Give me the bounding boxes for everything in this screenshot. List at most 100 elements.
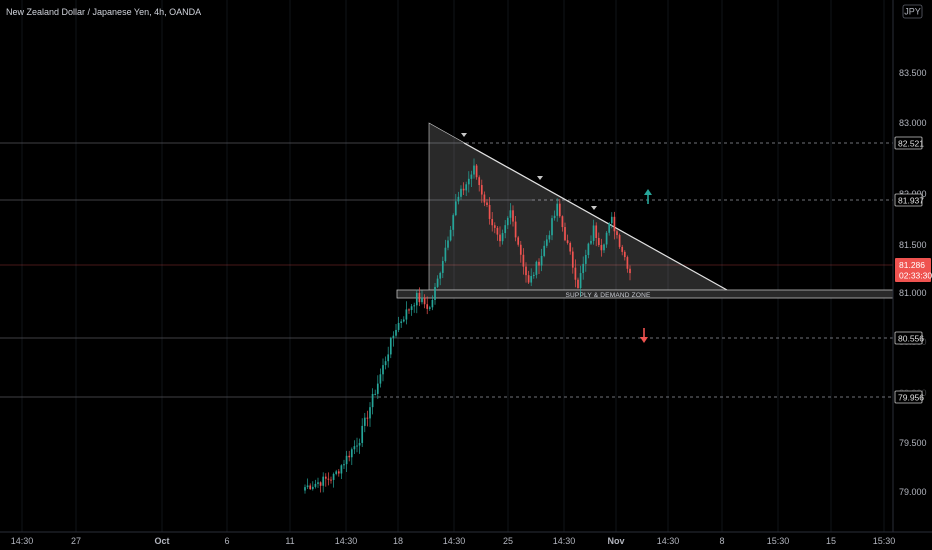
candle-body[interactable] bbox=[483, 194, 486, 203]
candle-body[interactable] bbox=[496, 227, 499, 235]
candle-body[interactable] bbox=[319, 482, 322, 486]
candle-body[interactable] bbox=[491, 218, 494, 226]
candle-body[interactable] bbox=[610, 216, 613, 224]
candle-body[interactable] bbox=[473, 165, 475, 175]
candle-body[interactable] bbox=[506, 217, 509, 226]
candle-body[interactable] bbox=[350, 449, 353, 458]
candle-body[interactable] bbox=[517, 237, 520, 245]
candle-body[interactable] bbox=[566, 240, 569, 243]
candle-body[interactable] bbox=[540, 255, 543, 266]
candle-body[interactable] bbox=[600, 245, 603, 251]
candle-body[interactable] bbox=[475, 165, 478, 178]
candle-body[interactable] bbox=[366, 417, 369, 419]
candle-body[interactable] bbox=[452, 215, 455, 230]
candle-body[interactable] bbox=[595, 225, 598, 238]
candle-body[interactable] bbox=[527, 275, 530, 283]
candle-body[interactable] bbox=[309, 485, 312, 490]
candle-body[interactable] bbox=[605, 232, 608, 245]
candle-body[interactable] bbox=[499, 234, 501, 242]
currency-badge[interactable] bbox=[902, 4, 923, 19]
candle-body[interactable] bbox=[340, 465, 343, 474]
candle-body[interactable] bbox=[577, 279, 579, 288]
candle-body[interactable] bbox=[626, 257, 629, 269]
candle-body[interactable] bbox=[389, 338, 392, 355]
candle-body[interactable] bbox=[613, 216, 616, 232]
candle-body[interactable] bbox=[512, 210, 514, 222]
candle-body[interactable] bbox=[343, 464, 345, 466]
candle-body[interactable] bbox=[558, 203, 561, 217]
candle-body[interactable] bbox=[587, 243, 590, 256]
candle-body[interactable] bbox=[465, 184, 468, 191]
candle-body[interactable] bbox=[447, 240, 449, 248]
candle-body[interactable] bbox=[543, 245, 546, 256]
candle-body[interactable] bbox=[317, 482, 319, 484]
candle-body[interactable] bbox=[493, 225, 496, 228]
candle-body[interactable] bbox=[592, 225, 595, 241]
triangle-trendline[interactable] bbox=[463, 142, 728, 291]
candle-body[interactable] bbox=[623, 251, 626, 258]
candle-body[interactable] bbox=[590, 240, 592, 244]
candle-body[interactable] bbox=[324, 476, 327, 479]
candle-body[interactable] bbox=[327, 478, 330, 480]
candle-body[interactable] bbox=[603, 244, 605, 251]
candle-body[interactable] bbox=[382, 365, 384, 375]
candle-body[interactable] bbox=[415, 292, 418, 306]
up-arrow[interactable] bbox=[644, 189, 652, 204]
candle-body[interactable] bbox=[618, 235, 621, 247]
candle-body[interactable] bbox=[460, 188, 462, 197]
candle-body[interactable] bbox=[597, 237, 600, 246]
candle-body[interactable] bbox=[551, 218, 553, 236]
candle-body[interactable] bbox=[525, 266, 527, 276]
candle-body[interactable] bbox=[428, 307, 431, 309]
candle-body[interactable] bbox=[530, 276, 533, 283]
candle-body[interactable] bbox=[400, 321, 403, 323]
candle-body[interactable] bbox=[314, 483, 317, 487]
candle-body[interactable] bbox=[582, 263, 585, 274]
candle-body[interactable] bbox=[579, 273, 582, 288]
candle-body[interactable] bbox=[454, 201, 457, 216]
candle-body[interactable] bbox=[509, 210, 512, 218]
candle-body[interactable] bbox=[564, 227, 566, 241]
candle-body[interactable] bbox=[467, 178, 470, 185]
current-price-tag[interactable]: 81.286 02:33:30 bbox=[895, 258, 932, 282]
candle-body[interactable] bbox=[363, 417, 366, 426]
candle-body[interactable] bbox=[353, 446, 356, 450]
candle-body[interactable] bbox=[569, 242, 572, 252]
candle-body[interactable] bbox=[426, 304, 429, 309]
candle-body[interactable] bbox=[376, 383, 379, 394]
candle-body[interactable] bbox=[470, 174, 473, 179]
candle-body[interactable] bbox=[522, 254, 525, 267]
candle-body[interactable] bbox=[439, 272, 442, 279]
candle-body[interactable] bbox=[397, 322, 400, 330]
candle-body[interactable] bbox=[358, 442, 361, 446]
candle-body[interactable] bbox=[556, 203, 559, 216]
candle-body[interactable] bbox=[413, 305, 416, 307]
symbol-title[interactable]: New Zealand Dollar / Japanese Yen, 4h, O… bbox=[6, 7, 201, 17]
candle-body[interactable] bbox=[304, 487, 306, 491]
candle-body[interactable] bbox=[311, 486, 314, 490]
candle-body[interactable] bbox=[621, 246, 624, 252]
candle-body[interactable] bbox=[441, 261, 444, 273]
candle-body[interactable] bbox=[369, 407, 371, 419]
candle-body[interactable] bbox=[486, 202, 488, 206]
price-tag-81937[interactable]: 81.937 bbox=[894, 193, 924, 207]
candle-body[interactable] bbox=[561, 216, 564, 228]
candle-body[interactable] bbox=[384, 361, 387, 366]
candle-body[interactable] bbox=[379, 374, 382, 384]
candle-body[interactable] bbox=[532, 274, 535, 277]
candle-body[interactable] bbox=[405, 309, 408, 320]
candle-body[interactable] bbox=[423, 297, 426, 305]
candle-body[interactable] bbox=[553, 215, 556, 219]
candle-body[interactable] bbox=[436, 278, 439, 287]
candle-body[interactable] bbox=[410, 306, 413, 311]
candle-body[interactable] bbox=[392, 335, 395, 339]
candle-body[interactable] bbox=[519, 244, 522, 255]
candle-body[interactable] bbox=[408, 309, 410, 311]
candle-body[interactable] bbox=[629, 268, 631, 274]
price-tag-79956[interactable]: 79.956 bbox=[894, 390, 924, 404]
candle-body[interactable] bbox=[306, 485, 309, 488]
candle-body[interactable] bbox=[356, 445, 358, 447]
candle-body[interactable] bbox=[387, 354, 390, 362]
candle-body[interactable] bbox=[574, 267, 577, 280]
